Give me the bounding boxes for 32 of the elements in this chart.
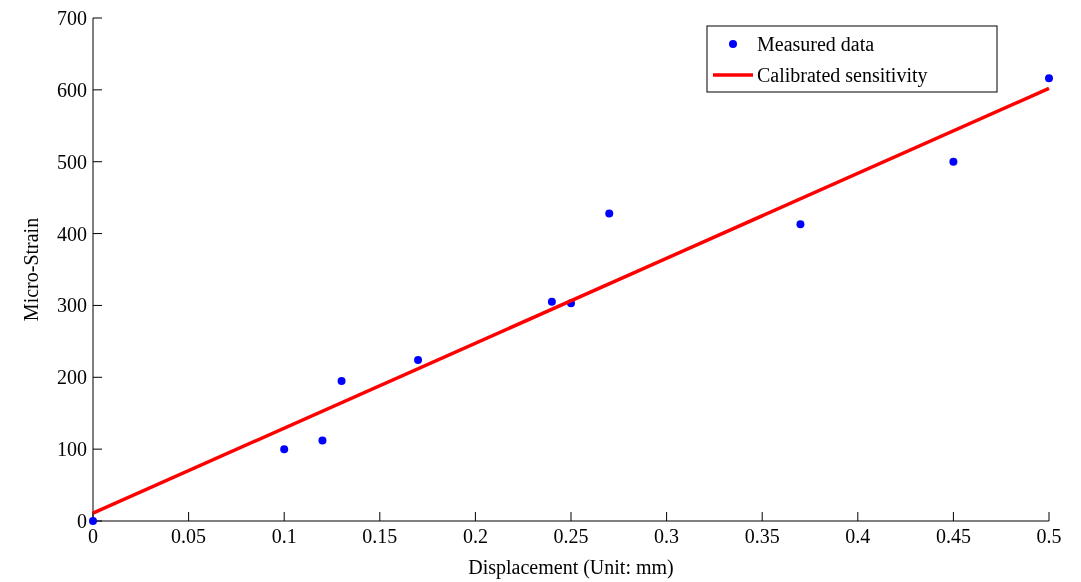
x-tick-label: 0.2 bbox=[462, 525, 488, 547]
point bbox=[796, 220, 805, 229]
legend-label: Measured data bbox=[757, 33, 875, 55]
x-tick-label: 0.05 bbox=[171, 525, 207, 547]
y-tick-label: 300 bbox=[57, 294, 87, 317]
y-tick-label: 200 bbox=[57, 366, 87, 389]
x-tick-label: 0.4 bbox=[845, 525, 871, 547]
x-axis-title: Displacement (Unit: mm) bbox=[468, 556, 674, 579]
x-tick-label: 0.45 bbox=[935, 525, 971, 547]
y-axis-title: Micro-Strain bbox=[20, 217, 42, 322]
y-tick-label: 0 bbox=[77, 510, 87, 532]
point bbox=[1045, 74, 1053, 83]
point bbox=[337, 376, 346, 385]
point bbox=[280, 445, 289, 454]
x-tick-label: 0.5 bbox=[1036, 525, 1062, 547]
y-tick-label: 600 bbox=[57, 78, 87, 101]
point bbox=[949, 157, 958, 166]
point bbox=[414, 356, 423, 365]
point bbox=[605, 209, 614, 218]
x-tick-label: 0.1 bbox=[271, 525, 297, 547]
point bbox=[318, 436, 327, 445]
point bbox=[547, 297, 556, 306]
y-tick-label: 500 bbox=[57, 150, 87, 173]
legend-label: Calibrated sensitivity bbox=[757, 64, 928, 87]
y-tick-label: 400 bbox=[57, 222, 87, 245]
y-tick-label: 700 bbox=[57, 7, 87, 29]
y-tick-label: 100 bbox=[57, 438, 87, 461]
point bbox=[89, 517, 97, 525]
x-tick-label: 0.25 bbox=[553, 525, 589, 547]
x-tick-label: 0.3 bbox=[654, 525, 680, 547]
x-tick-label: 0.15 bbox=[362, 525, 398, 547]
x-tick-label: 0.35 bbox=[744, 525, 780, 547]
